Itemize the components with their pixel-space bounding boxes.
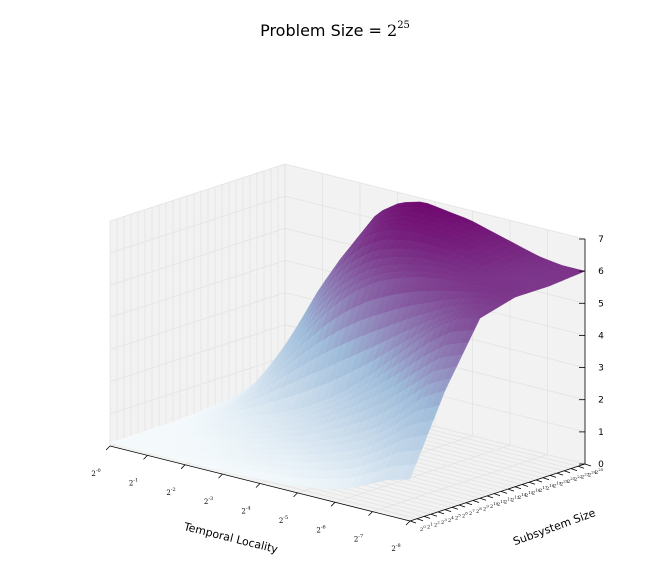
y-tick-label: 213: [511, 494, 520, 503]
left-grid-z: [109, 163, 286, 222]
y-tick: [416, 518, 424, 522]
y-tick-label: 211: [497, 499, 505, 508]
z-tick-label: 3: [598, 364, 604, 374]
y-tick-label: 218: [546, 483, 555, 492]
y-tick-label: 24: [448, 515, 454, 524]
x-tick-label: 2-4: [241, 506, 250, 516]
floor-grid-u: [334, 444, 511, 503]
left-grid-z: [109, 195, 286, 254]
x-tick: [180, 464, 186, 470]
y-tick: [556, 472, 564, 476]
z-tick-label: 5: [598, 299, 604, 309]
y-tick: [465, 502, 473, 506]
y-tick-label: 225: [595, 467, 604, 476]
z-tick-label: 4: [598, 331, 604, 341]
z-tick-label: 7: [598, 235, 604, 245]
axis-ticks: [105, 238, 592, 526]
z-tick-label: 0: [598, 460, 604, 470]
y-tick: [437, 511, 445, 515]
y-tick: [542, 477, 550, 481]
z-tick-label: 6: [598, 267, 604, 277]
x-axis-label: Temporal Locality: [182, 520, 280, 556]
y-tick-label: 22: [434, 519, 440, 528]
y-tick: [514, 486, 522, 490]
chart-title: Problem Size = 225: [260, 20, 410, 40]
y-tick: [486, 495, 494, 499]
z-tick-label: 1: [598, 428, 604, 438]
y-tick: [423, 516, 431, 519]
y-tick-label: 217: [539, 485, 548, 494]
left-pane: [110, 164, 285, 446]
y-tick-label: 28: [476, 506, 482, 515]
y-tick: [444, 509, 452, 512]
y-tick: [584, 463, 592, 467]
y-tick-label: 27: [469, 508, 475, 517]
x-tick-label: 2-5: [279, 515, 288, 525]
y-tick-label: 215: [525, 490, 534, 499]
y-tick-label: 210: [490, 501, 499, 510]
y-tick-label: 214: [518, 492, 527, 501]
y-tick: [563, 470, 571, 474]
x-tick-label: 2-7: [354, 534, 363, 544]
z-tick-label: 2: [598, 396, 604, 406]
y-tick-label: 20: [420, 524, 426, 533]
floor-grid-u: [372, 454, 548, 512]
y-tick: [528, 481, 536, 485]
y-tick-label: 223: [581, 472, 590, 481]
x-tick: [293, 492, 298, 498]
x-tick-label: 2-0: [91, 468, 100, 478]
y-tick-label: 221: [567, 476, 575, 485]
y-axis-label: Subsystem Size: [511, 506, 597, 548]
left-grid-z: [109, 227, 286, 286]
y-tick-label: 21: [427, 522, 433, 531]
y-tick-label: 222: [574, 474, 583, 483]
y-tick-label: 23: [441, 517, 447, 526]
x-tick: [255, 483, 261, 488]
x-tick: [218, 473, 223, 479]
x-tick: [330, 502, 336, 507]
x-tick: [368, 511, 373, 516]
x-tick-label: 2-3: [204, 496, 213, 506]
y-tick: [549, 475, 557, 478]
y-tick: [430, 513, 438, 517]
surface-patch: [402, 464, 417, 480]
y-axis-line: [409, 463, 586, 522]
y-tick-label: 29: [483, 504, 489, 513]
y-tick: [479, 497, 487, 501]
left-grid-z: [109, 324, 286, 383]
x-tick-label: 2-2: [166, 487, 175, 497]
x-tick-label: 2-6: [316, 524, 325, 534]
left-grid-z: [109, 356, 286, 415]
y-tick: [521, 484, 529, 487]
y-tick: [535, 479, 543, 483]
left-grid-z: [109, 260, 286, 318]
x-tick: [105, 445, 111, 451]
y-tick-label: 220: [560, 478, 569, 487]
y-tick: [493, 493, 501, 496]
y-tick: [507, 488, 515, 492]
y-tick-label: 26: [462, 510, 468, 519]
y-tick-label: 212: [504, 497, 513, 506]
y-tick: [409, 520, 417, 524]
y-tick-label: 25: [455, 513, 461, 522]
x-tick-label: 2-1: [129, 477, 138, 487]
y-tick-label: 224: [588, 469, 597, 478]
y-tick: [472, 500, 480, 503]
y-tick: [451, 506, 459, 510]
y-tick: [500, 491, 508, 494]
back-grid-z: [284, 163, 586, 240]
surface-mesh: [109, 201, 586, 490]
y-tick: [458, 504, 466, 508]
left-grid-z: [109, 292, 286, 350]
x-tick: [143, 455, 148, 460]
x-tick: [405, 520, 411, 526]
y-tick: [570, 468, 578, 471]
y-tick: [577, 465, 585, 469]
x-tick-label: 2-8: [391, 543, 400, 553]
y-tick-label: 216: [532, 488, 541, 497]
y-tick-label: 219: [553, 481, 562, 490]
